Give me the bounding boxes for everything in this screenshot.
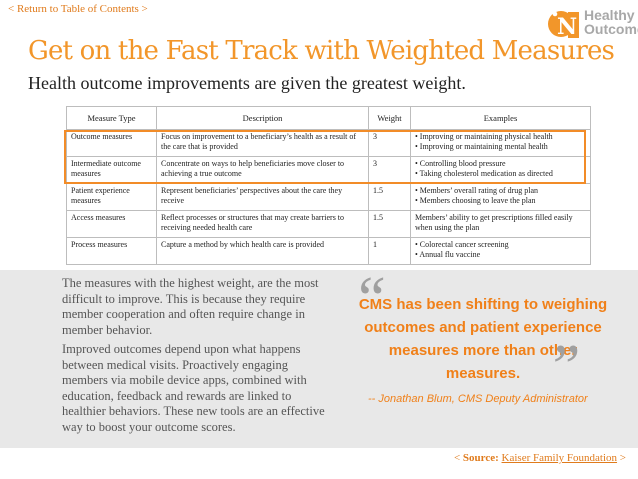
table-row: Patient experience measures Represent be… [66, 183, 591, 211]
cell-description: Focus on improvement to a beneficiary’s … [156, 129, 369, 157]
source-suffix: > [617, 452, 626, 464]
gray-info-band [0, 270, 638, 448]
quote-attribution: -- Jonathan Blum, CMS Deputy Administrat… [368, 393, 588, 405]
source-site[interactable]: Kaiser Family Foundation [501, 452, 618, 464]
table-row: Outcome measures Focus on improvement to… [66, 129, 591, 157]
pull-quote: CMS has been shifting to weighing outcom… [358, 296, 608, 382]
source-prefix: < [453, 452, 463, 464]
cell-description: Capture a method by which health care is… [156, 237, 369, 265]
cell-type: Patient experience measures [66, 183, 157, 211]
cell-examples: • Members’ overall rating of drug plan • … [410, 183, 591, 211]
cell-weight: 3 [368, 156, 411, 184]
example-line: • Members choosing to leave the plan [415, 196, 536, 205]
measures-table: Measure Type Description Weight Examples… [66, 106, 591, 265]
page-subtitle: Health outcome improvements are given th… [28, 73, 466, 93]
header-examples: Examples [410, 106, 591, 130]
cell-examples: • Improving or maintaining physical heal… [410, 129, 591, 157]
body-paragraph-1: The measures with the highest weight, ar… [62, 276, 319, 337]
table-row: Intermediate outcome measures Concentrat… [66, 156, 591, 184]
cell-weight: 3 [368, 129, 411, 157]
return-to-toc-link[interactable]: < Return to Table of Contents > [8, 3, 148, 15]
header-weight: Weight [368, 106, 411, 130]
body-text: The measures with the highest weight, ar… [62, 276, 327, 439]
header-description: Description [156, 106, 369, 130]
cell-weight: 1.5 [368, 210, 411, 238]
example-line: • Taking cholesterol medication as direc… [415, 169, 553, 178]
cell-type: Intermediate outcome measures [66, 156, 157, 184]
table-row: Access measures Reflect processes or str… [66, 210, 591, 238]
table-header-row: Measure Type Description Weight Examples [66, 106, 591, 130]
example-line: • Annual flu vaccine [415, 250, 481, 259]
cell-description: Represent beneficiaries’ perspectives ab… [156, 183, 369, 211]
logo-line-2: Outcomes [584, 21, 638, 37]
cell-examples: Members’ ability to get prescriptions fi… [410, 210, 591, 238]
open-quote-icon: “ [352, 265, 387, 333]
body-paragraph-2: Improved outcomes depend upon what happe… [62, 342, 325, 434]
cell-examples: • Controlling blood pressure • Taking cho… [410, 156, 591, 184]
cell-weight: 1.5 [368, 183, 411, 211]
cell-description: Concentrate on ways to help beneficiarie… [156, 156, 369, 184]
table-row: Process measures Capture a method by whi… [66, 237, 591, 265]
example-line: Members’ ability to get prescriptions fi… [415, 213, 573, 232]
cell-type: Process measures [66, 237, 157, 265]
cell-description: Reflect processes or structures that may… [156, 210, 369, 238]
logo-line-1: Healthy [584, 7, 635, 23]
source-label: Source: [462, 452, 499, 464]
header-measure-type: Measure Type [66, 106, 157, 130]
example-line: • Improving or maintaining physical heal… [415, 132, 553, 141]
example-line: • Controlling blood pressure [415, 159, 506, 168]
example-line: • Improving or maintaining mental health [415, 142, 548, 151]
cell-examples: • Colorectal cancer screening • Annual fl… [410, 237, 591, 265]
cell-weight: 1 [368, 237, 411, 265]
logo-text: Healthy Outcomes [584, 8, 638, 36]
svg-text:N: N [557, 14, 577, 40]
cell-type: Access measures [66, 210, 157, 238]
example-line: • Members’ overall rating of drug plan [415, 186, 539, 195]
logo-mark-icon: N [548, 11, 579, 40]
example-line: • Colorectal cancer screening [415, 240, 509, 249]
close-quote-icon: ” [546, 333, 581, 401]
cell-type: Outcome measures [66, 129, 157, 157]
healthy-outcomes-logo: N Healthy Outcomes [547, 6, 638, 40]
page-title: Get on the Fast Track with Weighted Meas… [28, 36, 615, 66]
source-link[interactable]: < Source: Kaiser Family Foundation > [454, 452, 626, 464]
